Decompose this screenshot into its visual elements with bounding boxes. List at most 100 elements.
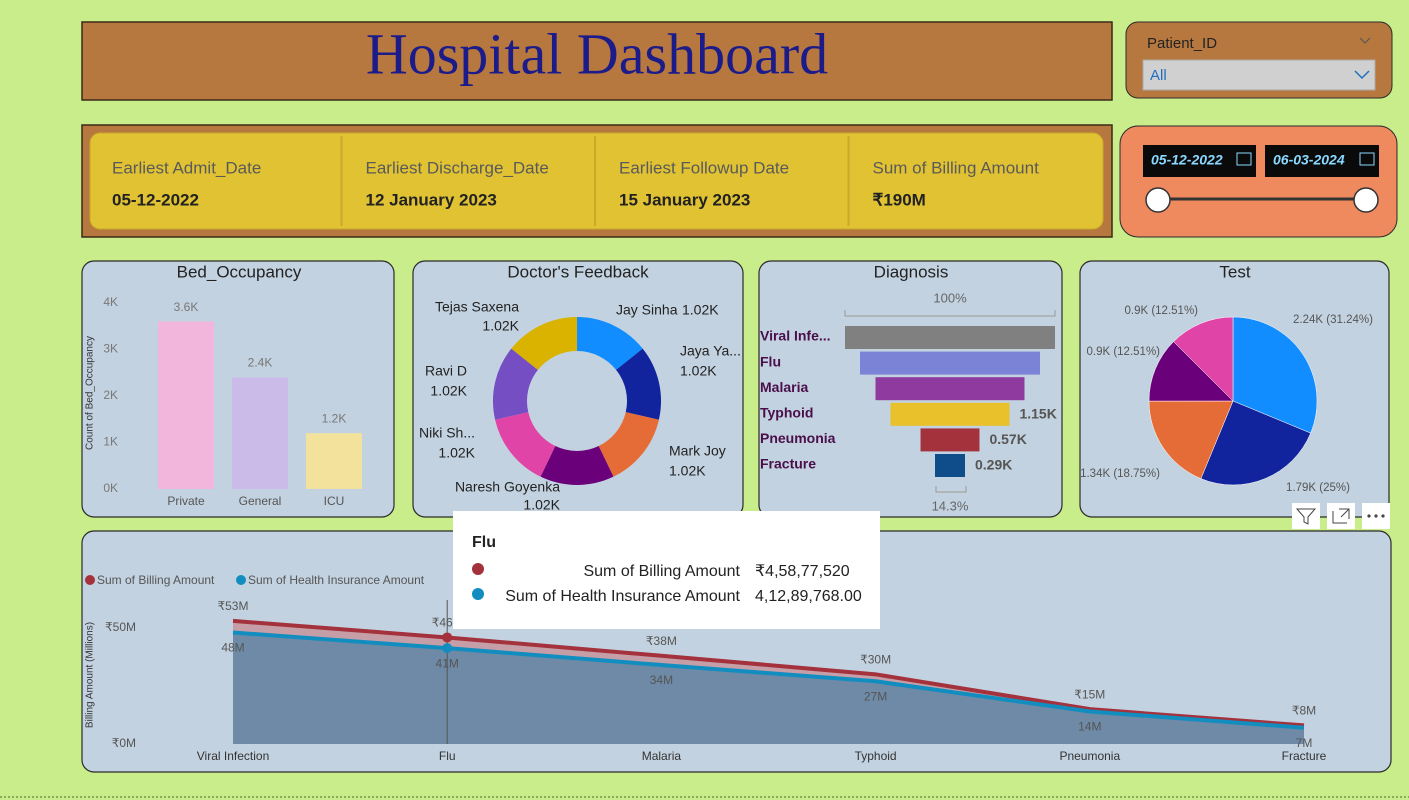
data-label: ₹15M — [1074, 687, 1105, 701]
donut-slice — [540, 446, 614, 485]
bar — [232, 377, 288, 489]
data-label: 48M — [221, 641, 244, 655]
chart-title: Doctor's Feedback — [507, 262, 649, 281]
tooltip-name: Sum of Health Insurance Amount — [505, 588, 740, 605]
data-label: 2.24K (31.24%) — [1293, 314, 1373, 326]
data-label: 7M — [1296, 736, 1313, 750]
donut-slice — [495, 412, 556, 477]
pie-slice — [1200, 400, 1311, 486]
y-tick-label: 3K — [103, 342, 118, 356]
data-label: 0.29K — [975, 457, 1012, 473]
legend-label: Sum of Billing Amount — [97, 573, 215, 587]
end-date: 06-03-2024 — [1273, 152, 1345, 168]
header-title: Hospital Dashboard — [366, 21, 828, 86]
filter-button[interactable] — [1292, 503, 1320, 529]
data-label: 1.2K — [322, 411, 347, 425]
y-tick-label: 1K — [103, 435, 118, 449]
x-tick-label: Fracture — [1282, 749, 1327, 763]
data-label: ₹53M — [218, 599, 249, 613]
funnel-category: Typhoid — [760, 405, 813, 421]
y-tick-label: 2K — [103, 388, 118, 402]
x-tick-label: ICU — [324, 494, 345, 508]
slicer-label: Patient_ID — [1147, 35, 1217, 52]
header-box — [81, 21, 1113, 101]
pie-slice — [1173, 316, 1234, 402]
funnel-bar — [875, 377, 1025, 401]
tooltip-value: ₹4,58,77,520 — [755, 563, 850, 580]
funnel-bar — [845, 326, 1055, 349]
hover-point — [442, 632, 453, 643]
slicer-value: All — [1150, 67, 1167, 84]
x-tick-label: General — [239, 494, 282, 508]
funnel-category: Malaria — [760, 379, 808, 395]
donut-slice — [493, 348, 538, 420]
calendar-icon[interactable] — [1236, 152, 1252, 166]
funnel-top-label: 100% — [933, 290, 967, 305]
data-label: ₹38M — [646, 634, 677, 648]
tooltip-name: Sum of Billing Amount — [583, 563, 740, 580]
funnel-category: Flu — [760, 353, 781, 369]
funnel-bar — [935, 454, 965, 477]
more-icon — [1367, 514, 1385, 518]
area-fill — [233, 632, 1304, 744]
pie-slice — [1148, 341, 1234, 402]
data-label: 27M — [864, 689, 887, 703]
donut-slice — [616, 348, 661, 420]
legend-label: Sum of Health Insurance Amount — [248, 573, 425, 587]
chart-title: Test — [1219, 262, 1250, 281]
legend-marker — [236, 575, 246, 585]
funnel-bracket — [844, 310, 1056, 317]
data-label: 34M — [650, 673, 673, 687]
date-slider-handle[interactable] — [1145, 187, 1171, 213]
chart-title: Bed_Occupancy — [177, 262, 302, 281]
y-tick-label: 4K — [103, 295, 118, 309]
bar — [158, 321, 214, 489]
charts: 0K 1K 2K 3K 4K Count of Bed_Occupancy 3.6K Priv… — [85, 290, 1373, 763]
focus-button[interactable] — [1327, 503, 1355, 529]
funnel-category: Viral Infe... — [760, 328, 831, 344]
start-date: 05-12-2022 — [1151, 152, 1223, 168]
pie-slice — [1232, 316, 1318, 434]
y-axis-label: Billing Amount (Millions) — [85, 622, 96, 728]
funnel-category: Pneumonia — [760, 430, 836, 446]
filter-icon — [1295, 508, 1317, 525]
slice-name: Ravi D — [425, 363, 467, 379]
dropdown-chevron[interactable] — [1354, 70, 1370, 80]
data-label: 1.79K (25%) — [1286, 482, 1350, 494]
tooltip: Flu Sum of Billing Amount ₹4,58,77,520 Sum … — [453, 511, 880, 629]
card-label: Earliest Discharge_Date — [366, 158, 549, 177]
data-label: 2.4K — [248, 356, 273, 370]
slice-value: 1.02K — [669, 463, 706, 479]
slice-value: 1.02K — [523, 497, 560, 513]
y-axis-label: Count of Bed_Occupancy — [85, 336, 96, 450]
slicer-collapse[interactable] — [1359, 37, 1371, 44]
data-label: 0.57K — [989, 431, 1026, 447]
slicer-dropdown[interactable] — [1142, 59, 1376, 91]
pie-slice — [1148, 400, 1234, 479]
cards-strip — [89, 132, 1104, 230]
y-tick-label: 0K — [103, 481, 118, 495]
slice-value: 1.02K — [438, 445, 475, 461]
card-label: Earliest Admit_Date — [112, 158, 261, 177]
funnel-bracket — [935, 486, 967, 493]
card-label: Earliest Followup Date — [619, 158, 789, 177]
slice-value: 1.02K — [682, 302, 719, 318]
x-tick-label: Malaria — [642, 749, 682, 763]
slice-name: Mark Joy — [669, 443, 726, 459]
data-label: 1.34K (18.75%) — [1080, 468, 1160, 480]
slice-name: Niki Sh... — [419, 425, 475, 441]
card-value: ₹190M — [873, 190, 926, 209]
funnel-bar — [890, 402, 1010, 426]
funnel-category: Fracture — [760, 456, 816, 472]
chart-title: Diagnosis — [874, 262, 949, 281]
slice-name: Jay Sinha — [616, 302, 678, 318]
date-slider-handle[interactable] — [1353, 187, 1379, 213]
tooltip-box — [453, 511, 880, 629]
series-line — [232, 618, 1305, 728]
data-label: ₹8M — [1292, 704, 1316, 718]
date-range-box — [1119, 125, 1398, 238]
x-tick-label: Private — [167, 494, 205, 508]
calendar-icon[interactable] — [1359, 152, 1375, 166]
funnel-bar — [920, 428, 980, 452]
